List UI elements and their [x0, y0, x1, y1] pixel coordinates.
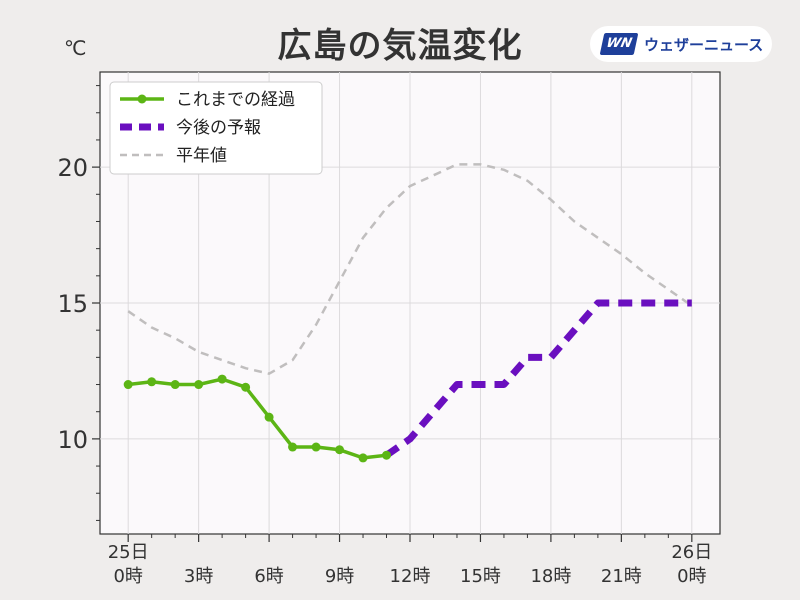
data-point — [288, 442, 298, 452]
x-tick-label: 0時 — [677, 566, 706, 587]
y-tick-label: 20 — [57, 154, 88, 182]
x-tick-label: 6時 — [254, 566, 283, 587]
x-tick-label: 3時 — [184, 566, 213, 587]
data-point — [241, 382, 251, 392]
axis-ticks: 10 15 20 25日 0時 3時 6時 9時 12時 15時 18時 21時 26日 0時 — [57, 85, 712, 587]
x-tick-label-day: 26日 — [671, 542, 712, 563]
x-tick-label: 21時 — [601, 566, 642, 587]
series-line-thick-dashed — [384, 299, 692, 459]
data-point — [217, 374, 227, 384]
legend-marker — [137, 94, 147, 104]
logo-text: ウェザーニュース — [644, 36, 764, 54]
data-point — [194, 380, 204, 390]
legend-label: これまでの経過 — [176, 90, 295, 110]
data-point — [170, 380, 180, 390]
y-unit-label: ℃ — [64, 36, 87, 60]
data-point — [123, 380, 133, 390]
data-point — [358, 453, 368, 463]
x-tick-label: 0時 — [113, 566, 142, 587]
data-point — [147, 377, 157, 387]
data-point — [382, 450, 392, 460]
legend-label: 平年値 — [176, 146, 227, 166]
x-tick-label: 9時 — [325, 566, 354, 587]
weathernews-logo: WN ウェザーニュース — [590, 26, 772, 62]
x-tick-label-day: 25日 — [108, 542, 149, 563]
data-point — [311, 442, 321, 452]
chart-title: 広島の気温変化 — [277, 26, 523, 66]
x-tick-label: 12時 — [390, 566, 431, 587]
series-line-thin-dashed — [127, 163, 693, 375]
y-tick-label: 10 — [57, 426, 88, 454]
legend-box — [109, 81, 323, 175]
data-point — [264, 412, 274, 422]
series-layer — [123, 163, 693, 463]
x-tick-label: 18時 — [530, 566, 571, 587]
data-point — [335, 445, 345, 455]
y-tick-label: 15 — [57, 290, 88, 318]
grid — [100, 72, 720, 534]
legend-label: 今後の予報 — [176, 118, 261, 138]
x-tick-label: 15時 — [460, 566, 501, 587]
